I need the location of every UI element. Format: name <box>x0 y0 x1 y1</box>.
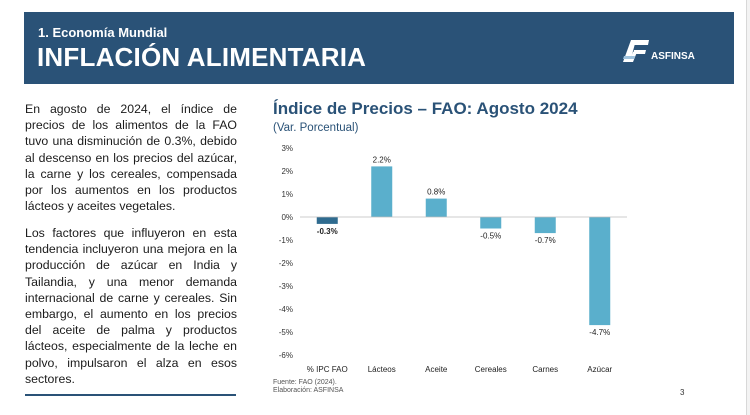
elaboration-note: Elaboración: ASFINSA <box>273 387 344 394</box>
bar-carnes <box>534 217 556 234</box>
data-label: 0.8% <box>427 188 445 197</box>
page-number: 3 <box>680 388 685 397</box>
paragraph-2: Los factores que influyeron en esta tend… <box>25 226 237 386</box>
y-tick-label: -5% <box>279 328 293 337</box>
bar-cereales <box>480 217 502 229</box>
y-tick-label: -1% <box>279 236 293 245</box>
page-title: INFLACIÓN ALIMENTARIA <box>37 42 367 72</box>
bar-l-cteos <box>371 166 393 217</box>
x-tick-label: Lácteos <box>368 365 396 374</box>
x-tick-label: Azúcar <box>587 365 612 374</box>
section-label: 1. Economía Mundial <box>38 25 168 40</box>
y-tick-label: 1% <box>281 190 293 199</box>
source-note: Fuente: FAO (2024). <box>273 379 337 386</box>
y-tick-label: -2% <box>279 259 293 268</box>
chart-subtitle: (Var. Porcentual) <box>273 122 359 134</box>
header-banner: 1. Economía Mundial INFLACIÓN ALIMENTARI… <box>24 12 734 84</box>
data-label: -0.7% <box>535 236 556 245</box>
bar-aceite <box>425 198 447 217</box>
y-tick-label: -4% <box>279 305 293 314</box>
data-label: -0.3% <box>317 227 338 236</box>
af-logo-icon <box>623 40 649 62</box>
data-label: -0.5% <box>480 232 501 241</box>
y-tick-label: 3% <box>281 144 293 153</box>
y-tick-label: 0% <box>281 213 293 222</box>
x-tick-label: Cereales <box>475 365 507 374</box>
y-tick-label: -6% <box>279 351 293 360</box>
logo-text: ASFINSA <box>651 51 695 62</box>
bar-az-car <box>589 217 611 326</box>
x-tick-label: Aceite <box>425 365 448 374</box>
x-tick-label: % IPC FAO <box>307 365 348 374</box>
x-tick-label: Carnes <box>532 365 558 374</box>
paragraph-1: En agosto de 2024, el índice de precios … <box>25 102 237 214</box>
bar--ipc-fao <box>316 217 338 224</box>
data-label: -4.7% <box>589 328 610 337</box>
chart-title: Índice de Precios – FAO: Agosto 2024 <box>273 99 578 118</box>
y-tick-label: 2% <box>281 167 293 176</box>
data-label: 2.2% <box>373 155 391 164</box>
asfinsa-logo: ASFINSA <box>621 38 721 68</box>
y-tick-label: -3% <box>279 282 293 291</box>
bottom-divider <box>25 394 236 396</box>
